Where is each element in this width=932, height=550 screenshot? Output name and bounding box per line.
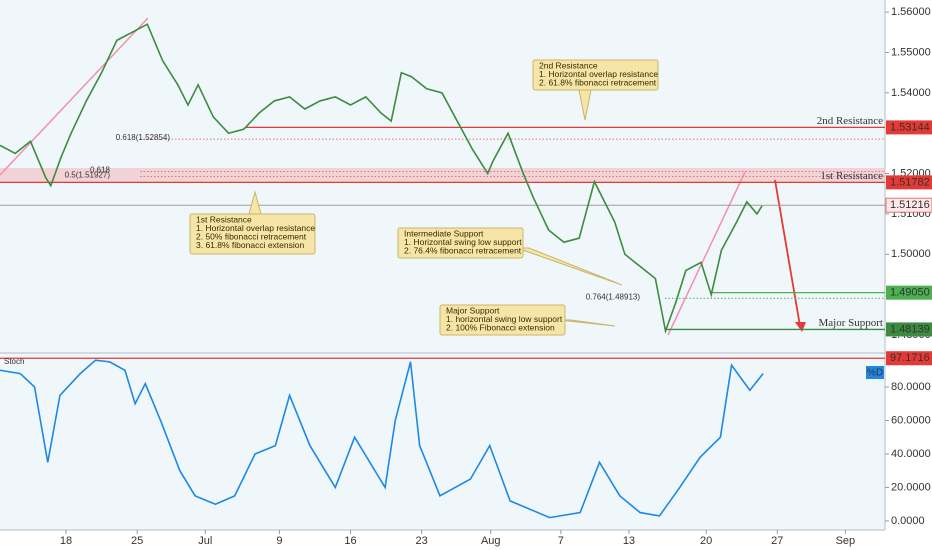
callout-text: 2. 61.8% fibonacci retracement <box>539 77 657 87</box>
callout-box <box>439 304 566 336</box>
x-tick-label: 20 <box>700 535 712 547</box>
fib-label: 0.618(1.52854) <box>116 133 171 142</box>
stoch-panel: 0.0000 20.0000 40.0000 60.0000 80.0000 97.171… <box>0 351 932 547</box>
callout-text: 2. 76.4% fibonacci retracement <box>404 245 522 255</box>
x-tick-label: 18 <box>60 535 72 547</box>
y-tick-label: 0.0000 <box>891 515 925 527</box>
resistance-zone <box>0 168 885 182</box>
level-badge <box>886 175 932 190</box>
level-name: 1st Resistance <box>820 170 883 182</box>
fib-label: 0.618 <box>90 166 111 175</box>
level-label: 97.1716 <box>890 352 930 364</box>
trend-line <box>667 171 746 336</box>
x-tick-label: Jul <box>198 535 212 547</box>
level-name: Major Support <box>819 317 883 329</box>
callout-text: 1st Resistance <box>196 214 252 224</box>
level-label: 1.51782 <box>890 176 930 188</box>
level-label: 1.51216 <box>890 199 930 211</box>
x-tick-label: 9 <box>276 535 282 547</box>
level-badge <box>886 351 932 366</box>
callout-text: 1. Horizontal overlap resistance <box>539 69 658 79</box>
callout-text: 2nd Resistance <box>539 60 598 70</box>
callout-text: 2. 100% Fibonacci extension <box>446 322 555 332</box>
callout-text: 3. 61.8% fibonacci extension <box>196 240 304 250</box>
y-tick-label: 80.0000 <box>891 381 931 393</box>
callout-text: 2. 50% fibonacci retracement <box>196 231 307 241</box>
projection-arrow <box>774 179 801 327</box>
callout-text: Intermediate Support <box>404 228 484 238</box>
price-panel: 1.480001.500001.510001.520001.540001.550… <box>0 6 932 341</box>
x-tick-label: 25 <box>131 535 143 547</box>
legend-badge <box>866 366 884 379</box>
level-label: 1.53144 <box>890 121 930 133</box>
x-tick-label: 27 <box>771 535 783 547</box>
callout-box <box>189 213 316 255</box>
level-label: 1.48139 <box>890 323 930 335</box>
callout-box <box>397 227 524 259</box>
plot-background <box>0 0 885 530</box>
callout-box <box>532 59 659 91</box>
x-tick-label: 23 <box>416 535 428 547</box>
level-label: 1.49050 <box>890 287 930 299</box>
y-tick-label: 1.50000 <box>891 248 931 260</box>
y-tick-label: 1.54000 <box>891 87 931 99</box>
x-tick-label: 16 <box>344 535 356 547</box>
panel-title: Stoch <box>4 357 24 366</box>
data-line <box>0 359 764 519</box>
level-badge <box>886 120 932 135</box>
y-tick-label: 20.0000 <box>891 481 931 493</box>
y-tick-label: 1.55000 <box>891 46 931 58</box>
fib-label: 0.764(1.48913) <box>586 292 641 301</box>
level-badge <box>885 197 932 213</box>
x-tick-label: 7 <box>558 535 564 547</box>
x-tick-label: Aug <box>481 535 501 547</box>
callout-text: 1. horizontal swing low support <box>446 314 563 324</box>
arrow-head <box>795 322 806 332</box>
x-tick-label: 13 <box>623 535 635 547</box>
level-badge <box>886 285 932 300</box>
callout-text: 1. Horizontal overlap resistance <box>196 223 315 233</box>
data-line <box>0 23 763 335</box>
y-tick-label: 1.56000 <box>891 6 931 18</box>
x-tick-label: Sep <box>836 535 856 547</box>
y-tick-label: 40.0000 <box>891 448 931 460</box>
level-badge <box>886 322 932 337</box>
fib-label: 0.5(1.51927) <box>65 171 111 180</box>
level-name: 2nd Resistance <box>817 115 883 127</box>
callout-text: 1. Horizontal swing low support <box>404 237 522 247</box>
trend-line <box>0 17 149 176</box>
y-tick-label: 60.0000 <box>891 414 931 426</box>
callout-text: Major Support <box>446 305 500 315</box>
legend-label: %D <box>867 368 883 379</box>
